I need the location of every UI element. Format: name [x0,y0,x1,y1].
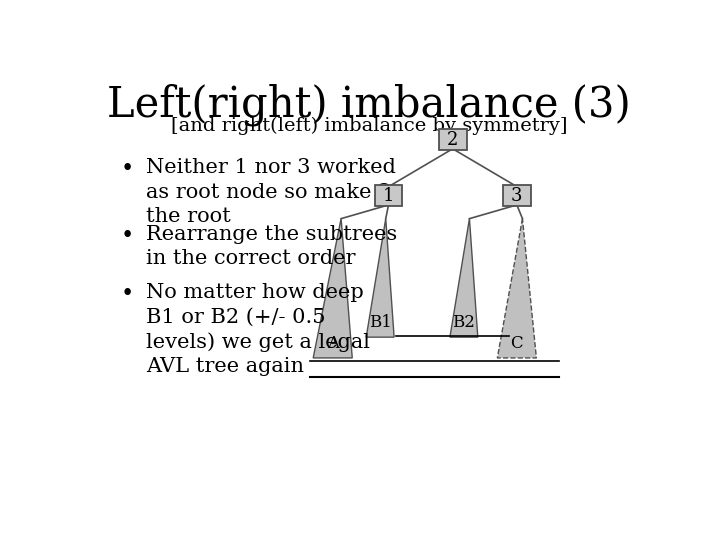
Text: [and right(left) imbalance by symmetry]: [and right(left) imbalance by symmetry] [171,117,567,135]
Text: B1: B1 [369,314,392,331]
Text: Left(right) imbalance (3): Left(right) imbalance (3) [107,84,631,126]
Text: C: C [510,335,523,352]
Text: 1: 1 [383,187,395,205]
Text: •: • [121,225,134,247]
Text: 3: 3 [511,187,523,205]
Text: A: A [327,335,338,352]
Polygon shape [313,219,352,358]
Text: Neither 1 nor 3 worked
as root node so make 2
the root: Neither 1 nor 3 worked as root node so m… [145,158,396,226]
FancyBboxPatch shape [374,185,402,206]
Text: No matter how deep
B1 or B2 (+/- 0.5
levels) we get a legal
AVL tree again: No matter how deep B1 or B2 (+/- 0.5 lev… [145,283,370,376]
Polygon shape [498,219,536,358]
FancyBboxPatch shape [438,129,467,150]
Text: Rearrange the subtrees
in the correct order: Rearrange the subtrees in the correct or… [145,225,397,268]
Polygon shape [450,219,478,337]
Polygon shape [366,219,394,337]
Text: •: • [121,283,134,305]
FancyBboxPatch shape [503,185,531,206]
Text: B2: B2 [452,314,475,331]
Text: 2: 2 [447,131,459,149]
Text: •: • [121,158,134,180]
